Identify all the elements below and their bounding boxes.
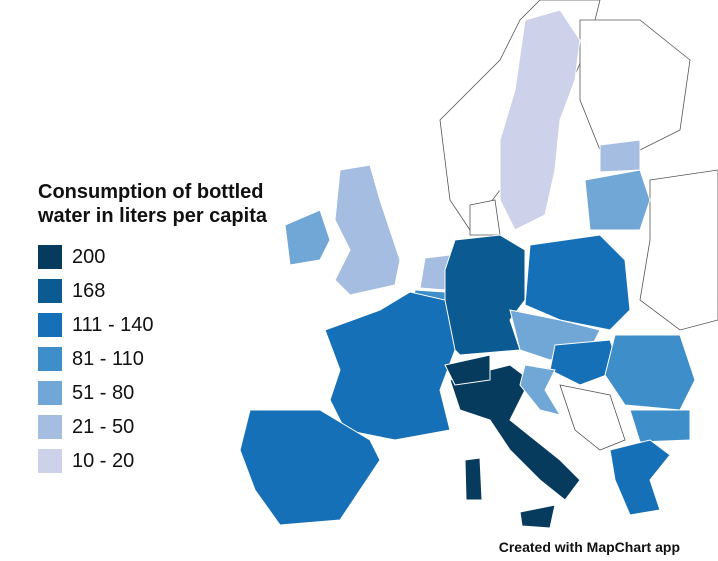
country — [499, 9, 581, 231]
legend: Consumption of bottled water in liters p… — [38, 180, 288, 478]
country — [559, 384, 626, 451]
legend-label: 168 — [72, 279, 106, 302]
legend-item: 10 - 20 — [38, 444, 288, 478]
country — [584, 169, 651, 231]
legend-label: 111 - 140 — [72, 313, 154, 336]
legend-swatch — [38, 449, 62, 473]
country — [549, 339, 621, 386]
legend-items: 200 168 111 - 140 81 - 110 51 - 80 21 - 50 10 … — [38, 240, 288, 478]
country — [519, 504, 556, 529]
country — [284, 209, 331, 266]
country — [639, 169, 718, 331]
legend-title: Consumption of bottled water in liters p… — [38, 181, 267, 227]
legend-label: 51 - 80 — [72, 381, 135, 404]
legend-item: 111 - 140 — [38, 308, 288, 342]
legend-label: 10 - 20 — [72, 449, 135, 472]
legend-item: 21 - 50 — [38, 410, 288, 444]
legend-label: 21 - 50 — [72, 415, 135, 438]
legend-item: 168 — [38, 274, 288, 308]
country — [334, 164, 401, 296]
legend-item: 200 — [38, 240, 288, 274]
country — [604, 334, 696, 411]
country — [464, 457, 483, 501]
legend-label: 81 - 110 — [72, 347, 144, 370]
country — [324, 291, 456, 441]
country — [524, 234, 631, 331]
legend-item: 81 - 110 — [38, 342, 288, 376]
country — [609, 439, 671, 516]
country — [444, 354, 491, 386]
country — [444, 234, 526, 356]
legend-swatch — [38, 415, 62, 439]
country — [519, 364, 562, 416]
legend-item: 51 - 80 — [38, 376, 288, 410]
credit: Created with MapChart app — [498, 539, 680, 555]
legend-swatch — [38, 381, 62, 405]
country — [599, 139, 641, 173]
country — [579, 19, 691, 151]
country — [629, 409, 691, 443]
legend-swatch — [38, 313, 62, 337]
country — [239, 409, 381, 526]
legend-label: 200 — [72, 245, 106, 268]
legend-swatch — [38, 347, 62, 371]
legend-swatch — [38, 245, 62, 269]
country — [469, 199, 501, 236]
legend-swatch — [38, 279, 62, 303]
